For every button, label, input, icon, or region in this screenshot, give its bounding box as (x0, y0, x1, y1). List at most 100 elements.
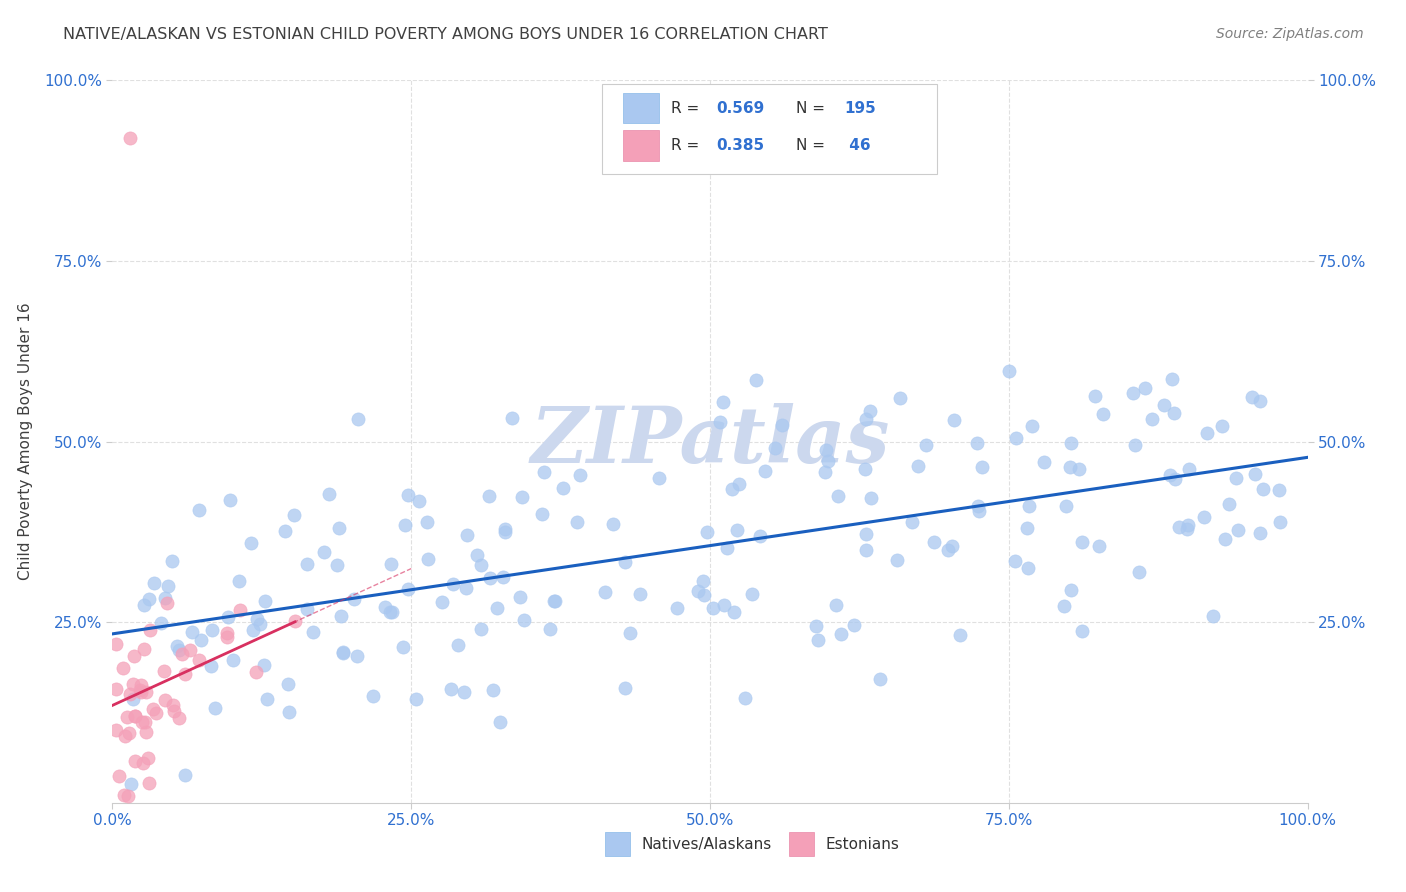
Point (277, 677, 299, 691)
Point (249, 617, 271, 632)
Point (187, 503, 209, 517)
Point (217, 626, 239, 640)
Point (135, 685, 157, 699)
Point (217, 630, 239, 644)
Point (647, 471, 669, 485)
Point (242, 623, 264, 637)
Point (702, 601, 724, 615)
Point (136, 751, 159, 765)
Point (889, 391, 911, 405)
Point (155, 693, 177, 707)
Point (734, 691, 756, 706)
Text: N =: N = (796, 101, 830, 116)
Point (1060, 435, 1083, 450)
Point (551, 481, 574, 495)
Point (134, 715, 156, 730)
Point (217, 609, 239, 624)
Point (391, 640, 413, 654)
Point (1153, 398, 1175, 412)
Point (222, 653, 245, 667)
Point (1225, 471, 1247, 485)
Point (1270, 516, 1292, 530)
Point (494, 524, 516, 539)
Point (361, 689, 384, 703)
Y-axis label: Child Poverty Among Boys Under 16: Child Poverty Among Boys Under 16 (18, 302, 32, 581)
Point (219, 493, 242, 508)
Text: R =: R = (671, 101, 704, 116)
Point (1159, 468, 1181, 483)
Point (117, 710, 139, 724)
Point (725, 523, 748, 537)
Point (283, 508, 305, 523)
Point (886, 553, 908, 567)
Point (602, 516, 624, 531)
Point (853, 462, 876, 476)
Point (416, 552, 439, 566)
Point (120, 131, 142, 145)
Point (122, 649, 145, 664)
Point (278, 705, 301, 719)
Point (112, 661, 135, 675)
Point (628, 587, 651, 601)
Point (318, 487, 340, 501)
Point (470, 622, 492, 636)
Point (396, 582, 419, 597)
Point (513, 613, 536, 627)
Point (970, 459, 993, 474)
Point (814, 466, 837, 480)
Point (326, 558, 349, 572)
Point (1140, 412, 1163, 426)
Point (1004, 554, 1026, 568)
Point (112, 788, 135, 802)
Point (770, 417, 793, 432)
Point (190, 633, 212, 648)
Point (1197, 425, 1219, 440)
Point (711, 395, 734, 409)
Point (942, 413, 965, 427)
Point (538, 622, 561, 636)
Point (381, 605, 404, 619)
Point (1070, 535, 1092, 549)
Point (1202, 609, 1225, 624)
Text: 0.569: 0.569 (716, 101, 765, 116)
Point (754, 465, 776, 479)
Point (156, 579, 179, 593)
Text: 0.385: 0.385 (716, 138, 763, 153)
Point (167, 642, 190, 657)
Point (922, 534, 945, 549)
Point (201, 623, 224, 637)
Point (696, 524, 718, 539)
Point (139, 623, 162, 637)
Point (721, 483, 744, 497)
Point (396, 488, 419, 502)
Text: R =: R = (671, 138, 704, 153)
Point (806, 618, 828, 632)
Point (1033, 455, 1056, 469)
Text: N =: N = (796, 138, 830, 153)
Point (1017, 520, 1039, 534)
Point (509, 590, 531, 604)
Point (1088, 539, 1111, 553)
Point (179, 643, 201, 657)
Point (1163, 406, 1185, 420)
Point (728, 477, 751, 491)
Point (825, 599, 848, 613)
Point (173, 768, 195, 782)
Point (394, 517, 416, 532)
Point (693, 588, 716, 602)
Point (105, 723, 128, 738)
Point (860, 491, 883, 505)
Point (245, 665, 267, 679)
Point (124, 754, 146, 768)
Point (447, 638, 470, 652)
Point (568, 468, 591, 483)
Point (692, 574, 714, 589)
Point (408, 494, 430, 508)
Point (173, 667, 195, 681)
Text: Source: ZipAtlas.com: Source: ZipAtlas.com (1216, 27, 1364, 41)
Point (150, 615, 173, 630)
Point (284, 614, 307, 628)
Point (1168, 520, 1191, 534)
Point (907, 459, 929, 474)
Point (166, 639, 188, 653)
